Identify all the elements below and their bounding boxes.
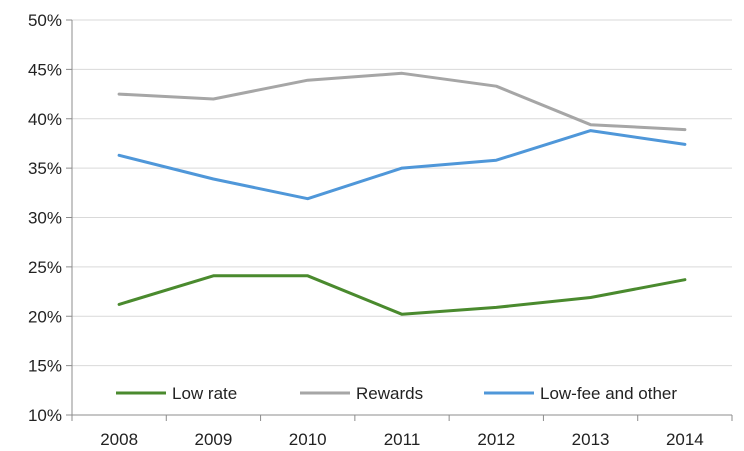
- data-point: [212, 177, 215, 181]
- data-point: [117, 92, 121, 96]
- data-point: [589, 296, 592, 299]
- data-point: [589, 129, 592, 132]
- data-point: [306, 274, 309, 277]
- x-tick-label: 2010: [289, 430, 327, 449]
- y-tick-label: 30%: [28, 209, 62, 228]
- y-tick-label: 10%: [28, 406, 62, 425]
- legend: Low rate Rewards Low-fee and other: [116, 384, 677, 403]
- data-point: [683, 128, 687, 131]
- data-point: [400, 313, 404, 316]
- data-point: [117, 303, 121, 306]
- x-axis: 2008 2009 2010 2011 2012 2013 2014: [71, 414, 733, 449]
- data-point: [400, 166, 404, 170]
- data-point: [212, 274, 215, 277]
- y-tick-label: 40%: [28, 110, 62, 129]
- data-point: [683, 278, 687, 281]
- y-axis: 10% 15% 20% 25% 30% 35% 40% 45% 50%: [28, 11, 73, 425]
- x-tick-label: 2009: [195, 430, 233, 449]
- data-point: [589, 123, 592, 126]
- x-tick-label: 2012: [477, 430, 515, 449]
- series-line-low-fee-and-other: [117, 129, 687, 201]
- y-tick-label: 50%: [28, 11, 62, 30]
- data-point: [212, 97, 215, 101]
- y-tick-label: 15%: [28, 357, 62, 376]
- x-tick-label: 2008: [100, 430, 138, 449]
- x-tick-label: 2013: [572, 430, 610, 449]
- legend-item: Low rate: [116, 384, 237, 403]
- y-tick-label: 35%: [28, 159, 62, 178]
- data-point: [495, 84, 498, 88]
- data-point: [117, 154, 121, 157]
- data-point: [306, 197, 309, 200]
- legend-label: Low rate: [172, 384, 237, 403]
- legend-label: Rewards: [356, 384, 423, 403]
- legend-item: Rewards: [300, 384, 423, 403]
- x-tick-label: 2011: [384, 430, 421, 449]
- data-point: [683, 143, 687, 146]
- y-tick-label: 20%: [28, 307, 62, 326]
- data-point: [306, 79, 309, 82]
- data-point: [495, 159, 498, 162]
- y-tick-label: 25%: [28, 258, 62, 277]
- series-lines: [117, 71, 687, 316]
- x-tick-label: 2014: [666, 430, 704, 449]
- legend-item: Low-fee and other: [484, 384, 677, 403]
- data-point: [495, 306, 498, 309]
- legend-label: Low-fee and other: [540, 384, 677, 403]
- series-line-rewards: [117, 71, 687, 132]
- data-point: [400, 72, 404, 75]
- y-tick-label: 45%: [28, 60, 62, 79]
- series-line-low-rate: [117, 274, 687, 316]
